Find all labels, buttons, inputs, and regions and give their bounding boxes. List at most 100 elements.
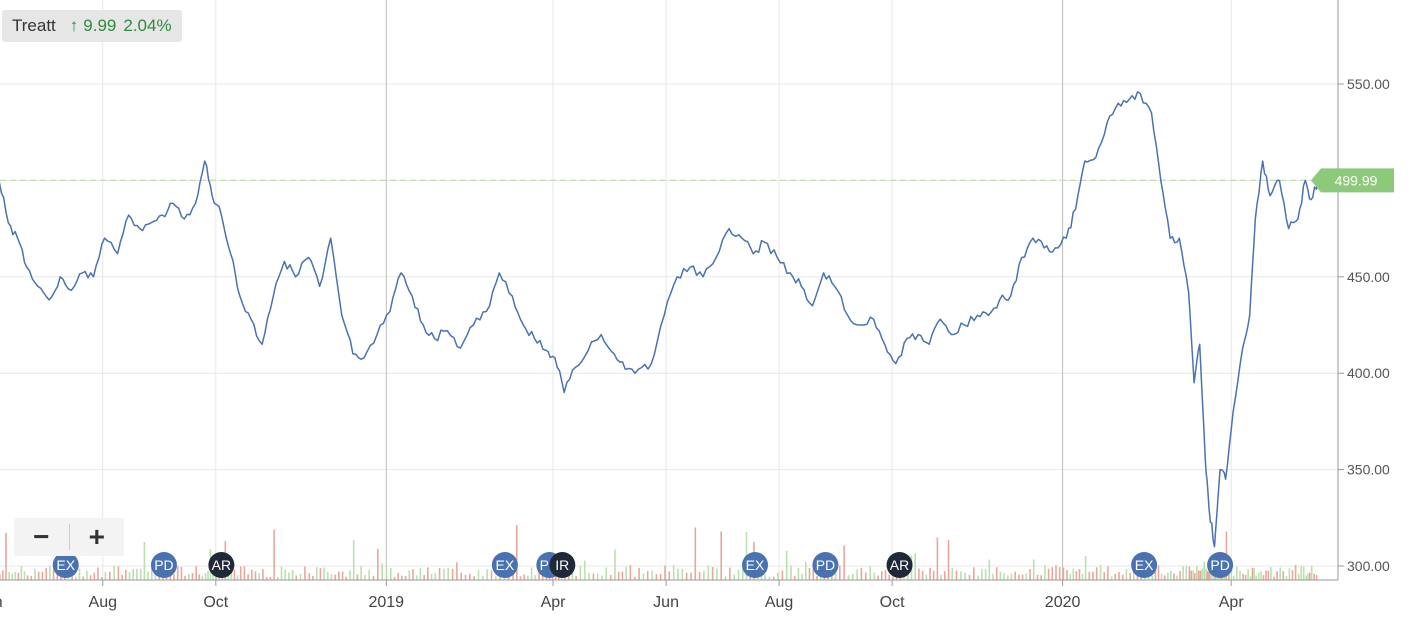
volume-bar xyxy=(847,575,850,580)
event-markers: EXPDAREXPDIREXPDAREXPD xyxy=(52,552,1234,578)
volume-bar xyxy=(37,571,40,580)
volume-bar xyxy=(473,576,475,580)
volume-bar xyxy=(408,570,411,580)
volume-bar xyxy=(17,572,20,580)
volume-bar xyxy=(1267,571,1270,580)
up-arrow-icon: ↑ xyxy=(69,16,79,35)
volume-bar xyxy=(625,566,627,580)
change-percent: 2.04% xyxy=(123,16,172,35)
volume-bar xyxy=(372,575,375,580)
volume-bar xyxy=(1182,566,1184,580)
volume-bar xyxy=(1018,574,1020,580)
zoom-in-button[interactable]: + xyxy=(88,521,105,552)
volume-bar xyxy=(364,575,366,580)
volume-bar xyxy=(571,570,574,580)
volume-bar xyxy=(251,569,253,580)
volume-bar xyxy=(2,570,4,580)
volume-bar xyxy=(385,569,388,580)
volume-bar xyxy=(801,573,803,580)
volume-bar xyxy=(816,576,818,580)
volume-bar xyxy=(319,568,322,580)
volume-bar xyxy=(785,550,788,580)
volume-bar xyxy=(865,572,867,580)
volume-bar xyxy=(1160,573,1163,580)
volume-bar xyxy=(52,569,55,580)
event-marker-label: EX xyxy=(496,557,515,573)
volume-bar xyxy=(1236,566,1238,580)
volume-bar xyxy=(151,568,153,580)
volume-bar xyxy=(888,574,890,580)
volume-bar xyxy=(995,567,998,580)
volume-bar xyxy=(1307,573,1309,580)
volume-bar xyxy=(914,553,916,580)
volume-bar xyxy=(20,565,23,580)
volume-bar xyxy=(596,573,599,580)
volume-bar xyxy=(960,571,962,580)
volume-bar xyxy=(482,576,484,580)
volume-bar xyxy=(918,568,920,580)
volume-bar xyxy=(711,567,714,580)
change-value: 9.99 xyxy=(83,16,117,35)
volume-bar xyxy=(14,571,17,580)
volume-bar xyxy=(1242,573,1244,580)
volume-bar xyxy=(23,571,26,580)
volume-bar xyxy=(1114,573,1117,580)
volume-bar xyxy=(698,572,701,580)
volume-bar xyxy=(486,569,488,580)
volume-bar xyxy=(642,573,645,580)
volume-bar xyxy=(781,570,784,580)
event-marker-circle xyxy=(549,552,576,578)
volume-bar xyxy=(869,566,871,580)
volume-bar xyxy=(764,574,766,580)
volume-bar xyxy=(1203,561,1205,580)
volume-bar xyxy=(26,575,29,580)
volume-bar xyxy=(664,565,666,580)
volume-bar xyxy=(125,569,127,580)
volume-bar xyxy=(243,566,246,580)
volume-bar xyxy=(1302,566,1305,580)
volume-bar xyxy=(1095,567,1098,580)
volume-bar xyxy=(308,573,311,580)
volume-bar xyxy=(903,574,905,580)
volume-bar xyxy=(41,571,44,580)
volume-bar xyxy=(614,549,616,580)
volume-bar xyxy=(477,569,480,580)
volume-bar xyxy=(1036,574,1039,580)
volume-bar xyxy=(1205,568,1207,580)
volume-bar xyxy=(1157,565,1160,580)
volume-bar xyxy=(1107,566,1109,580)
volume-bar xyxy=(443,568,445,580)
volume-bar xyxy=(117,566,120,580)
volume-bar xyxy=(1103,572,1105,580)
event-marker-circle xyxy=(208,552,235,578)
volume-bar xyxy=(1129,572,1131,580)
y-tick-label: 400.00 xyxy=(1347,365,1390,381)
volume-bar xyxy=(968,574,971,580)
volume-bar xyxy=(1051,567,1054,580)
volume-bar xyxy=(1058,567,1061,580)
volume-bar xyxy=(988,559,991,580)
volume-bar xyxy=(1194,573,1196,580)
volume-bar xyxy=(936,537,939,580)
volume-bar xyxy=(1125,569,1128,580)
volume-bar xyxy=(681,568,684,580)
x-tick-label: Jun xyxy=(0,594,3,611)
event-marker-pd: PD xyxy=(812,552,839,578)
volume-bar xyxy=(312,575,314,580)
volume-bar xyxy=(538,569,540,580)
volume-bar xyxy=(239,566,242,580)
event-marker-label: EX xyxy=(56,557,75,573)
x-tick-label: Oct xyxy=(880,594,905,611)
zoom-out-button[interactable]: − xyxy=(33,521,50,552)
volume-bar xyxy=(1040,575,1042,580)
volume-bar xyxy=(1233,575,1235,580)
volume-bar xyxy=(921,570,924,580)
volume-bar xyxy=(265,577,268,580)
volume-bar xyxy=(895,575,898,580)
volume-bar xyxy=(323,567,325,580)
volume-bar xyxy=(233,569,236,580)
event-marker-circle xyxy=(1207,552,1234,578)
volume-bar xyxy=(184,576,186,580)
volume-bar xyxy=(49,565,51,580)
volume-bar xyxy=(777,572,779,580)
